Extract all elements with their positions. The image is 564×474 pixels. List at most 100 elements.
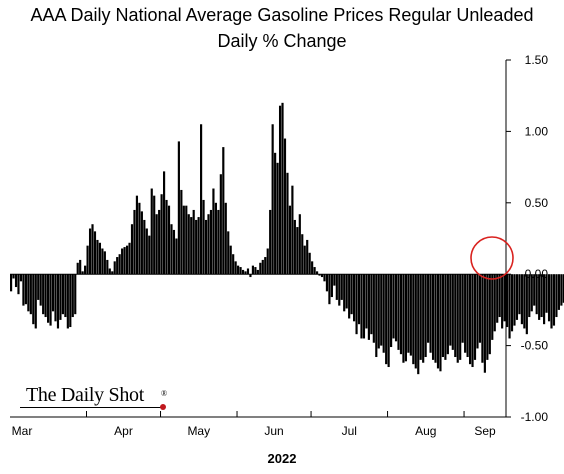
bar (241, 269, 245, 275)
bar (44, 274, 47, 318)
bar (163, 171, 166, 275)
bar (195, 219, 198, 275)
bar (84, 265, 87, 275)
bar (560, 274, 563, 306)
bar (69, 274, 72, 328)
bar (540, 274, 543, 318)
x-tick-label: Mar (12, 424, 33, 438)
bar (153, 195, 156, 275)
bar (103, 251, 106, 275)
bar (370, 274, 373, 335)
bar (392, 274, 395, 339)
watermark-dot (160, 404, 166, 410)
bar (14, 274, 18, 288)
y-tick-label: -0.50 (521, 339, 549, 353)
bar (488, 274, 491, 355)
bar (355, 274, 358, 335)
bar (350, 274, 353, 315)
bar (308, 252, 311, 275)
bar (552, 274, 556, 326)
bar (550, 274, 553, 329)
bar (106, 259, 109, 275)
bar (37, 274, 40, 300)
bar (382, 274, 385, 353)
bar (390, 274, 393, 348)
x-tick-label: Sep (474, 424, 496, 438)
bar (422, 274, 425, 363)
bar (367, 274, 370, 340)
bar (414, 274, 417, 369)
bar (59, 274, 62, 320)
bar (365, 274, 368, 329)
bar (543, 274, 546, 325)
bar (133, 209, 136, 275)
bar (478, 274, 482, 343)
bar (424, 274, 427, 358)
bar (187, 214, 190, 275)
bar (111, 271, 114, 275)
bar (190, 217, 193, 275)
watermark-logo: The Daily Shot (26, 384, 145, 406)
bar (234, 261, 237, 275)
bar (468, 274, 472, 365)
bar (47, 274, 50, 323)
bar (530, 274, 533, 312)
bar (17, 274, 20, 295)
bar (407, 274, 410, 353)
x-tick-label: Apr (114, 424, 133, 438)
bar (212, 188, 215, 275)
bar (404, 274, 407, 362)
bar (464, 274, 467, 353)
bar (167, 205, 171, 275)
chart-subtitle: Daily % Change (217, 31, 347, 51)
bar (278, 105, 282, 275)
bar (454, 274, 457, 358)
bar (372, 274, 375, 343)
bar (237, 265, 240, 275)
bar (525, 274, 528, 335)
bar (441, 274, 445, 358)
bar (387, 274, 390, 368)
bar (466, 274, 469, 358)
bar (224, 202, 227, 275)
bar (86, 245, 89, 275)
bar (98, 242, 102, 275)
bar (286, 172, 289, 275)
bar (128, 242, 131, 275)
bar (486, 274, 489, 360)
bar (116, 257, 119, 275)
bar (256, 269, 259, 275)
bar (155, 214, 158, 275)
bar (281, 102, 284, 275)
bar (214, 202, 217, 275)
watermark-underline (20, 407, 162, 408)
bar (555, 274, 558, 318)
bar (24, 274, 27, 305)
bar (64, 274, 67, 318)
bar (328, 274, 331, 305)
x-tick-label: Aug (415, 424, 436, 438)
bar (113, 261, 116, 275)
y-tick-label: 1.50 (525, 53, 549, 67)
bar (108, 268, 111, 275)
bar (101, 248, 104, 275)
bar (10, 274, 13, 292)
bar (498, 274, 501, 318)
bar (461, 274, 464, 343)
bar (377, 274, 380, 349)
tick-labels-group: 1.50 1.00 0.50 0.00 -0.50 -1.00 Mar Apr May Jun Ju… (12, 53, 549, 438)
y-tick-label: -1.00 (521, 410, 549, 424)
bar (150, 188, 153, 275)
bar (375, 274, 378, 358)
bar (306, 239, 309, 275)
bar (439, 274, 442, 372)
bar (419, 274, 422, 360)
bar (283, 138, 287, 275)
bar (318, 274, 321, 276)
bar (34, 274, 37, 329)
bar (301, 234, 304, 275)
bar (459, 274, 462, 360)
bar (261, 259, 264, 275)
bar (380, 274, 383, 346)
bar (325, 274, 329, 292)
